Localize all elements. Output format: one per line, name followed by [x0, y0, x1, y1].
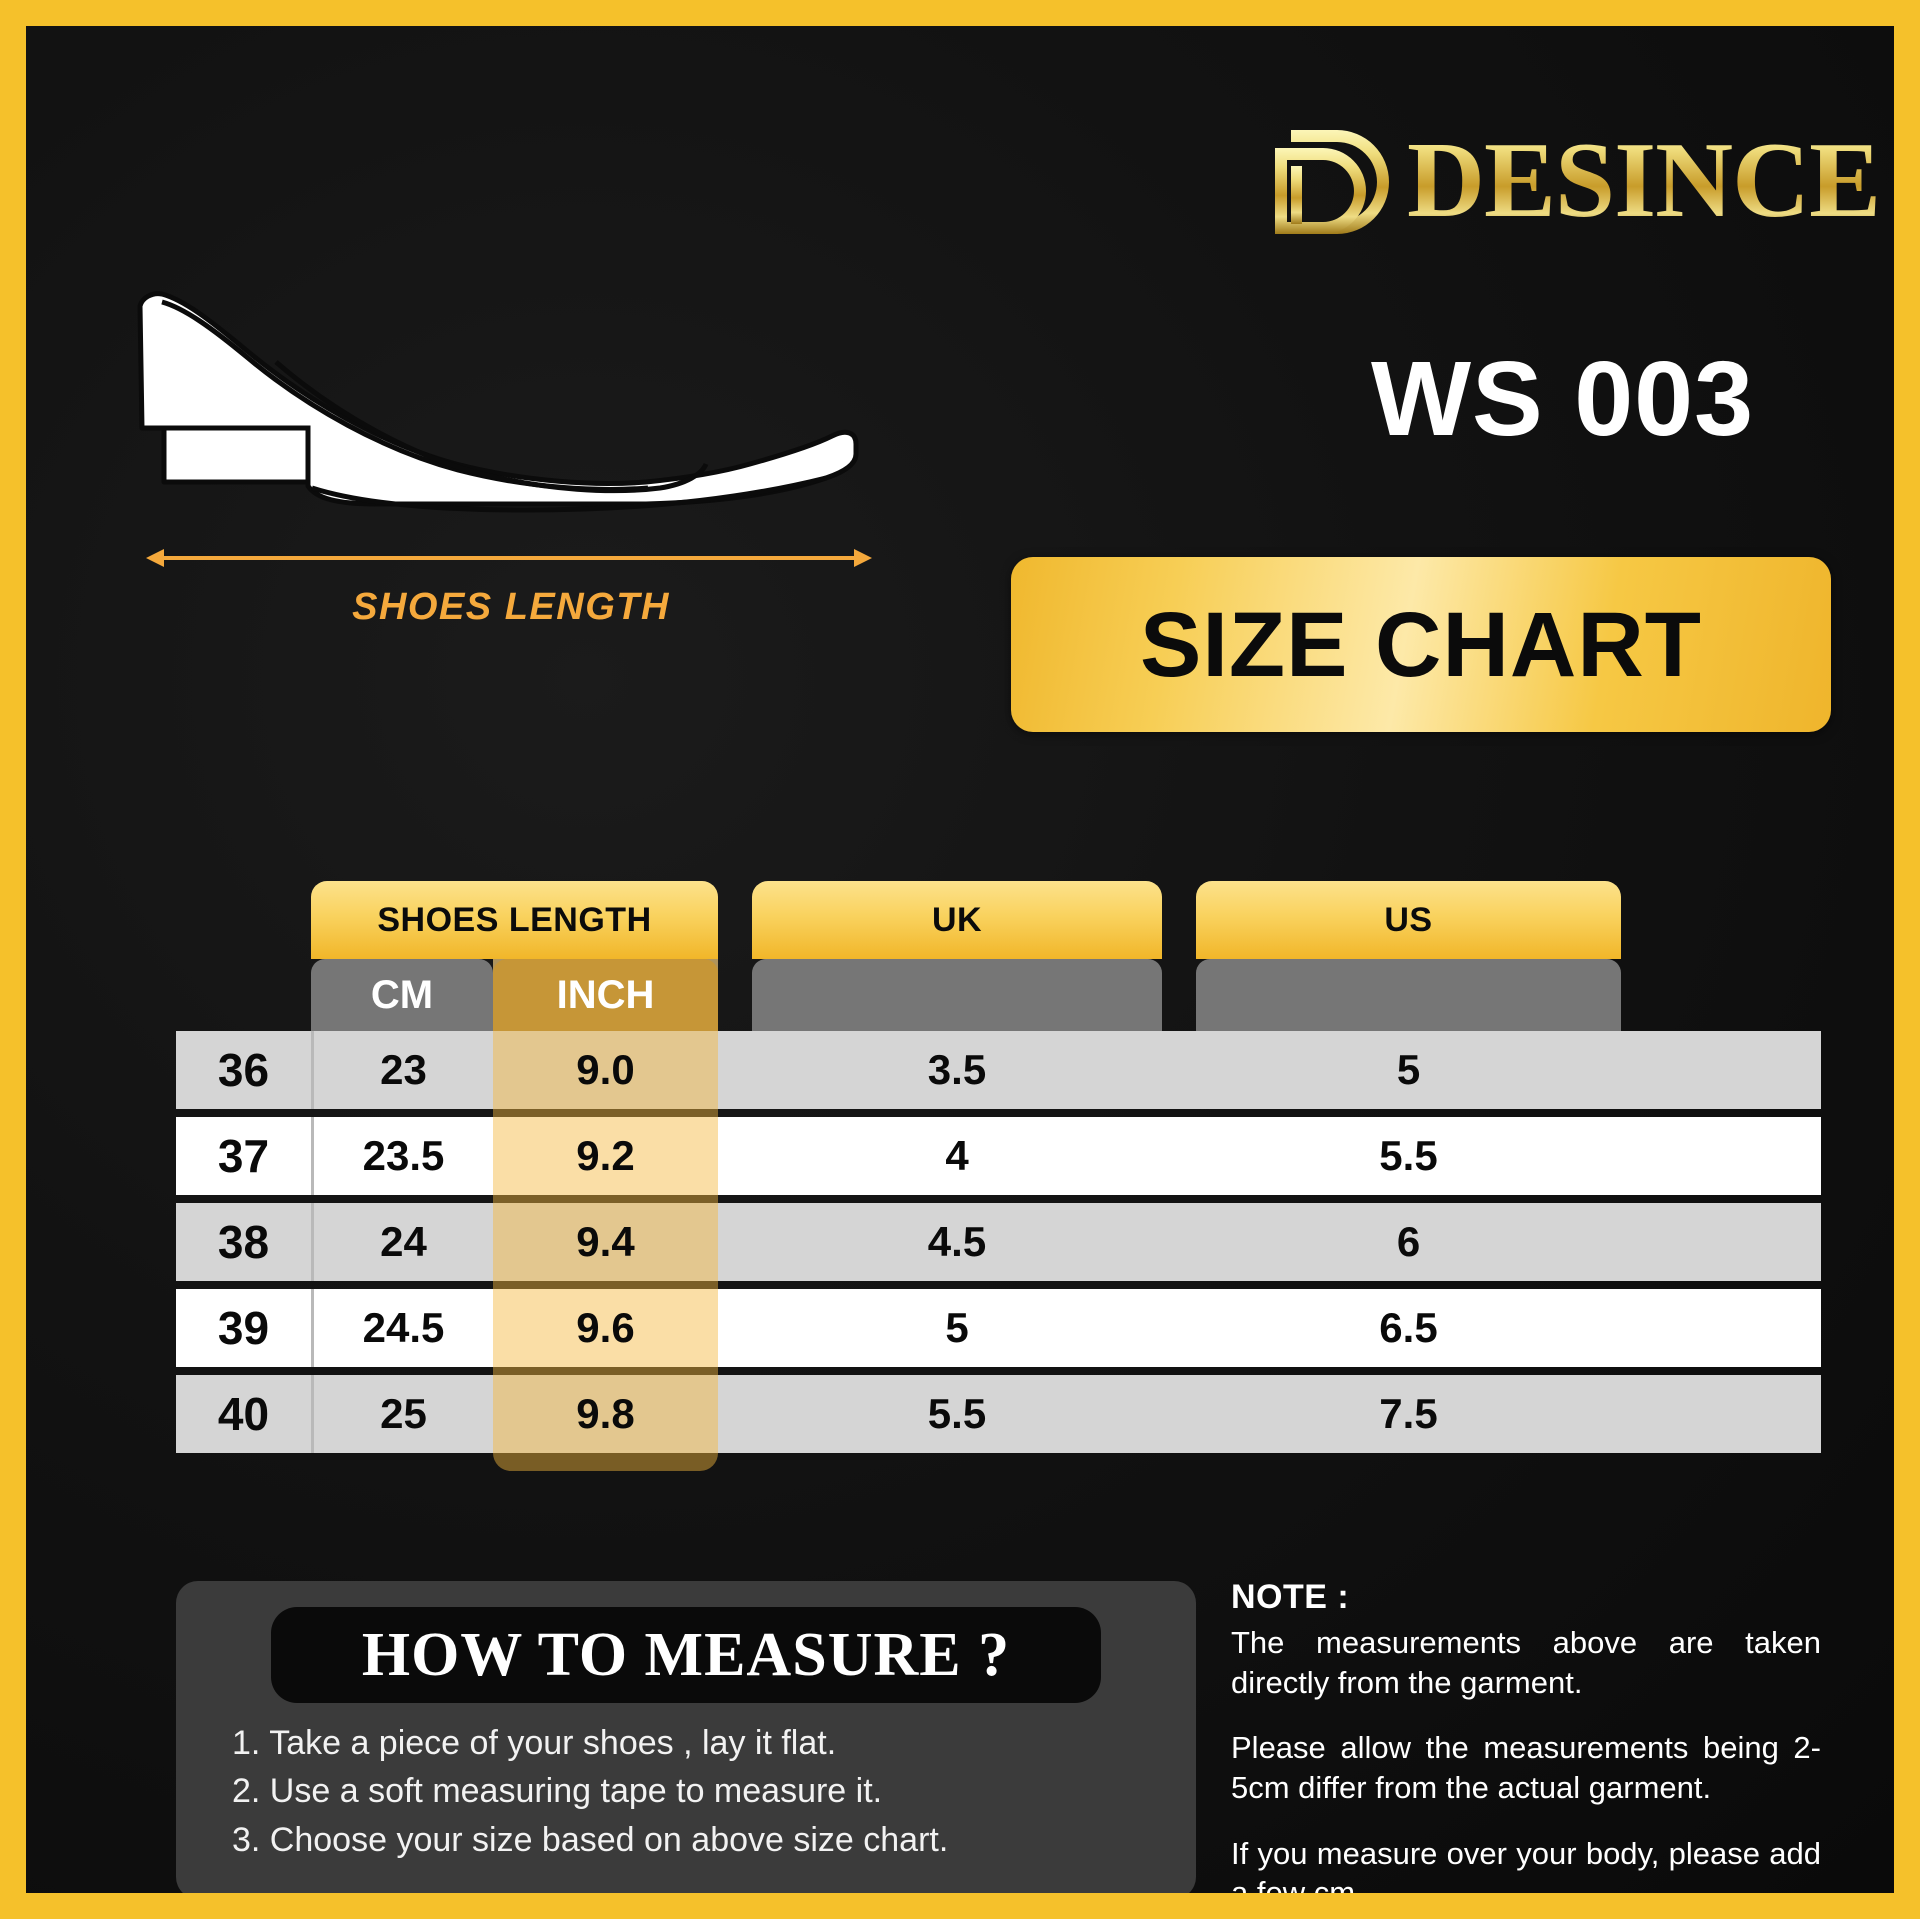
note-panel: NOTE : The measurements above are taken … [1231, 1578, 1821, 1893]
cell-inch: 9.8 [576, 1390, 635, 1437]
sub-header-spacer [176, 959, 311, 1031]
group-header-gap-1 [718, 881, 752, 959]
sub-header-gap-2 [1162, 959, 1196, 1031]
how-to-measure-title: HOW TO MEASURE ? [361, 1620, 1011, 1689]
brand-logo: DESINCE [1271, 121, 1881, 241]
cell-cm: 24 [311, 1203, 493, 1281]
cell-us: 7.5 [1379, 1390, 1438, 1437]
row-gap-2 [1162, 1375, 1196, 1453]
cell-cm: 23.5 [311, 1117, 493, 1195]
sub-header-cm: CM [311, 959, 493, 1031]
size-chart-banner: SIZE CHART [1011, 557, 1831, 732]
flat-shoe-icon [137, 291, 859, 513]
cell-size: 36 [217, 1044, 270, 1096]
cell-us: 5.5 [1379, 1132, 1438, 1179]
sub-header-us-blank [1196, 959, 1621, 1031]
brand-name: DESINCE [1407, 121, 1881, 240]
cell-uk: 3.5 [927, 1046, 987, 1093]
group-header-uk: UK [752, 881, 1162, 959]
note-paragraph: If you measure over your body, please ad… [1231, 1835, 1821, 1893]
chart-canvas: DESINCE WS 003 SIZE CHART SHOES LENGTH [26, 26, 1894, 1893]
cell-inch: 9.0 [576, 1046, 635, 1093]
cell-uk: 5.5 [927, 1390, 987, 1437]
how-to-measure-steps: 1. Take a piece of your shoes , lay it f… [210, 1719, 1162, 1864]
cell-size: 40 [217, 1388, 270, 1440]
how-to-measure-panel: HOW TO MEASURE ? 1. Take a piece of your… [176, 1581, 1196, 1893]
group-header-shoes-length: SHOES LENGTH [311, 881, 718, 959]
shoe-length-caption: SHOES LENGTH [352, 586, 670, 628]
cell-uk: 5 [945, 1304, 969, 1351]
row-gap-1 [718, 1289, 752, 1367]
group-header-spacer [176, 881, 311, 959]
row-gap-2 [1162, 1117, 1196, 1195]
cell-us: 5 [1396, 1046, 1421, 1093]
cell-us: 6.5 [1379, 1304, 1438, 1351]
row-gap-2 [1162, 1031, 1196, 1109]
row-gap-2 [1162, 1289, 1196, 1367]
shoe-illustration: SHOES LENGTH [126, 258, 916, 658]
group-header-us: US [1196, 881, 1621, 959]
cell-cm: 24.5 [311, 1289, 493, 1367]
cell-inch: 9.4 [576, 1218, 635, 1265]
how-to-measure-step: 1. Take a piece of your shoes , lay it f… [232, 1724, 837, 1762]
row-gap-1 [718, 1031, 752, 1109]
table-row: 36 23 9.0 3.5 5 [176, 1031, 1821, 1109]
table-body: 36 23 9.0 3.5 5 37 23.5 9.2 4 5.5 [176, 1031, 1821, 1453]
cell-size: 38 [217, 1216, 270, 1268]
table-row: 39 24.5 9.6 5 6.5 [176, 1289, 1821, 1367]
table-group-header-row: SHOES LENGTH UK US [176, 881, 1821, 959]
cell-inch: 9.2 [576, 1132, 635, 1179]
note-paragraph: The measurements above are taken directl… [1231, 1625, 1821, 1700]
sub-header-uk-blank [752, 959, 1162, 1031]
size-chart-banner-label: SIZE CHART [1140, 593, 1702, 696]
how-to-measure-title-pill: HOW TO MEASURE ? [271, 1607, 1101, 1703]
product-code: WS 003 [1371, 340, 1755, 458]
sub-header-inch: INCH [493, 959, 718, 1031]
cell-size: 39 [217, 1302, 270, 1354]
row-gap-1 [718, 1375, 752, 1453]
cell-uk: 4.5 [927, 1218, 987, 1265]
cell-cm: 25 [311, 1375, 493, 1453]
note-heading: NOTE : [1231, 1578, 1350, 1616]
table-row: 40 25 9.8 5.5 7.5 [176, 1375, 1821, 1453]
cell-size: 37 [217, 1130, 270, 1182]
cell-us: 6 [1396, 1218, 1421, 1265]
cell-inch: 9.6 [576, 1304, 635, 1351]
how-to-measure-step: 3. Choose your size based on above size … [232, 1820, 949, 1859]
row-gap-2 [1162, 1203, 1196, 1281]
double-headed-measure-arrow-icon [146, 549, 872, 567]
note-paragraph: Please allow the measurements being 2-5c… [1231, 1730, 1821, 1806]
how-to-measure-step: 2. Use a soft measuring tape to measure … [232, 1772, 883, 1811]
row-gap-1 [718, 1117, 752, 1195]
table-sub-header-row: CM [176, 959, 1821, 1031]
size-chart-table: SHOES LENGTH UK US CM 36 23 [176, 881, 1821, 1471]
table-row: 38 24 9.4 4.5 6 [176, 1203, 1821, 1281]
sub-header-gap-1 [718, 959, 752, 1031]
stylized-d-monogram-icon [1275, 130, 1389, 234]
cell-uk: 4 [945, 1132, 969, 1179]
row-gap-1 [718, 1203, 752, 1281]
table-row: 37 23.5 9.2 4 5.5 [176, 1117, 1821, 1195]
group-header-gap-2 [1162, 881, 1196, 959]
cell-cm: 23 [311, 1031, 493, 1109]
